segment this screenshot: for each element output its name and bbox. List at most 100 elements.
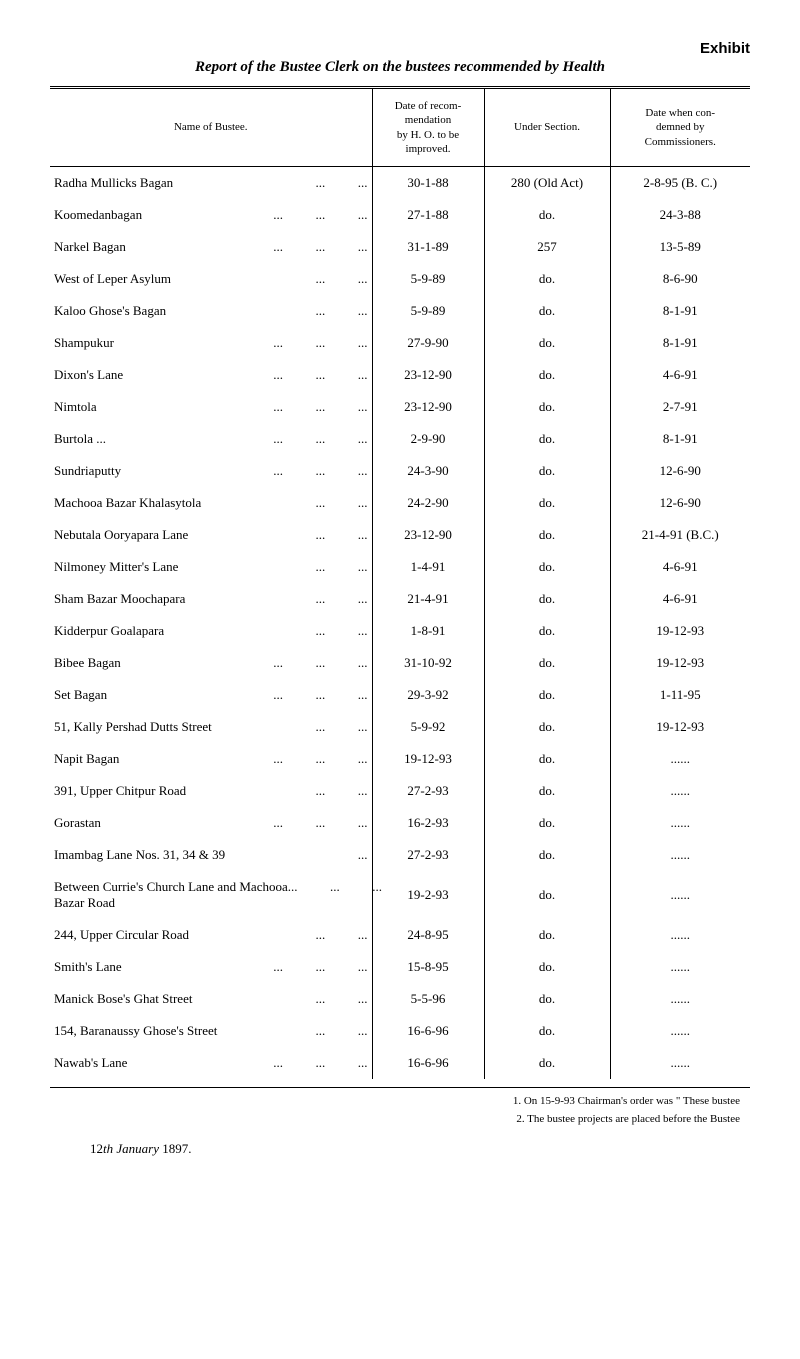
cell-commissioners: 2-8-95 (B. C.) — [610, 167, 750, 200]
table-row: Manick Bose's Ghat Street... ...5-5-96do… — [50, 983, 750, 1015]
cell-section: do. — [484, 919, 610, 951]
bustee-name: Napit Bagan — [54, 751, 119, 767]
header-row: Name of Bustee. Date of recom- mendation… — [50, 88, 750, 167]
leader-dots: ... ... ... — [273, 431, 367, 447]
leader-dots: ... ... ... — [273, 399, 367, 415]
leader-dots: ... ... — [316, 495, 368, 511]
bustee-name: 391, Upper Chitpur Road — [54, 783, 186, 799]
bustee-name: West of Leper Asylum — [54, 271, 171, 287]
table-row: Napit Bagan... ... ...19-12-93do....... — [50, 743, 750, 775]
bustee-name: Nimtola — [54, 399, 97, 415]
footnotes: 1. On 15-9-93 Chairman's order was " The… — [50, 1094, 750, 1127]
leader-dots: ... ... ... — [273, 463, 367, 479]
cell-section: do. — [484, 327, 610, 359]
exhibit-label: Exhibit — [50, 40, 750, 57]
leader-dots: ... ... — [316, 991, 368, 1007]
table-row: Sham Bazar Moochapara... ...21-4-91do.4-… — [50, 583, 750, 615]
header-name: Name of Bustee. — [50, 88, 372, 167]
cell-name: Narkel Bagan... ... ... — [50, 231, 372, 263]
cell-date: 5-9-92 — [372, 711, 484, 743]
cell-commissioners: ...... — [610, 951, 750, 983]
header-commissioners: Date when con- demned by Commissioners. — [610, 88, 750, 167]
cell-name: Machooa Bazar Khalasytola... ... — [50, 487, 372, 519]
bustee-name: 154, Baranaussy Ghose's Street — [54, 1023, 217, 1039]
leader-dots: ... ... ... — [273, 815, 367, 831]
leader-dots: ... ... — [316, 623, 368, 639]
cell-date: 31-1-89 — [372, 231, 484, 263]
bustee-name: Nilmoney Mitter's Lane — [54, 559, 178, 575]
cell-commissioners: 13-5-89 — [610, 231, 750, 263]
cell-section: do. — [484, 423, 610, 455]
cell-name: 244, Upper Circular Road... ... — [50, 919, 372, 951]
cell-name: Sundriaputty ... ... ... — [50, 455, 372, 487]
cell-commissioners: 8-1-91 — [610, 295, 750, 327]
leader-dots: ... ... — [316, 559, 368, 575]
cell-name: Nawab's Lane... ... ... — [50, 1047, 372, 1079]
table-row: Kidderpur Goalapara... ...1-8-91do.19-12… — [50, 615, 750, 647]
cell-commissioners: 8-1-91 — [610, 423, 750, 455]
cell-commissioners: ...... — [610, 919, 750, 951]
cell-date: 27-2-93 — [372, 839, 484, 871]
table-row: Koomedanbagan... ... ...27-1-88do.24-3-8… — [50, 199, 750, 231]
bustee-name: Sundriaputty — [54, 463, 121, 479]
cell-section: do. — [484, 391, 610, 423]
header-date: Date of recom- mendation by H. O. to be … — [372, 88, 484, 167]
table-row: 244, Upper Circular Road... ...24-8-95do… — [50, 919, 750, 951]
cell-date: 5-9-89 — [372, 263, 484, 295]
cell-date: 24-3-90 — [372, 455, 484, 487]
bustee-name: Kaloo Ghose's Bagan — [54, 303, 166, 319]
bustee-name: Dixon's Lane — [54, 367, 123, 383]
table-row: Radha Mullicks Bagan... ...30-1-88280 (O… — [50, 167, 750, 200]
cell-commissioners: ...... — [610, 983, 750, 1015]
leader-dots: ... ... ... — [273, 367, 367, 383]
table-row: 51, Kally Pershad Dutts Street... ...5-9… — [50, 711, 750, 743]
cell-name: 391, Upper Chitpur Road ... ... — [50, 775, 372, 807]
table-row: Between Currie's Church Lane and Machooa… — [50, 871, 750, 919]
cell-section: do. — [484, 359, 610, 391]
table-row: Narkel Bagan... ... ...31-1-8925713-5-89 — [50, 231, 750, 263]
bustee-name: Imambag Lane Nos. 31, 34 & 39 — [54, 847, 225, 863]
leader-dots: ... ... — [316, 783, 368, 799]
cell-name: Between Currie's Church Lane and Machooa… — [50, 871, 372, 919]
cell-date: 16-6-96 — [372, 1015, 484, 1047]
cell-date: 21-4-91 — [372, 583, 484, 615]
cell-date: 23-12-90 — [372, 359, 484, 391]
table-row: Nimtola... ... ...23-12-90do.2-7-91 — [50, 391, 750, 423]
cell-section: do. — [484, 583, 610, 615]
cell-commissioners: 8-1-91 — [610, 327, 750, 359]
cell-section: 280 (Old Act) — [484, 167, 610, 200]
cell-date: 1-8-91 — [372, 615, 484, 647]
leader-dots: ... ... ... — [273, 335, 367, 351]
bustee-name: 244, Upper Circular Road — [54, 927, 189, 943]
cell-commissioners: 1-11-95 — [610, 679, 750, 711]
bustee-name: Set Bagan — [54, 687, 107, 703]
cell-date: 27-2-93 — [372, 775, 484, 807]
leader-dots: ... ... ... — [273, 207, 367, 223]
bottom-rule — [50, 1087, 750, 1088]
cell-section: do. — [484, 487, 610, 519]
bustee-name: Manick Bose's Ghat Street — [54, 991, 192, 1007]
cell-date: 30-1-88 — [372, 167, 484, 200]
leader-dots: ... ... ... — [273, 239, 367, 255]
table-row: Kaloo Ghose's Bagan... ...5-9-89do.8-1-9… — [50, 295, 750, 327]
cell-name: 51, Kally Pershad Dutts Street... ... — [50, 711, 372, 743]
table-row: 154, Baranaussy Ghose's Street... ...16-… — [50, 1015, 750, 1047]
cell-name: Burtola ...... ... ... — [50, 423, 372, 455]
cell-name: Napit Bagan ... ... ... — [50, 743, 372, 775]
cell-section: do. — [484, 807, 610, 839]
bustee-name: Nawab's Lane — [54, 1055, 127, 1071]
bustee-name: Radha Mullicks Bagan — [54, 175, 173, 191]
cell-section: do. — [484, 775, 610, 807]
cell-commissioners: 4-6-91 — [610, 583, 750, 615]
cell-commissioners: ...... — [610, 1047, 750, 1079]
leader-dots: ... ... ... — [273, 751, 367, 767]
cell-date: 16-6-96 — [372, 1047, 484, 1079]
cell-section: do. — [484, 1015, 610, 1047]
cell-name: Sham Bazar Moochapara... ... — [50, 583, 372, 615]
table-row: Sundriaputty... ... ...24-3-90do.12-6-90 — [50, 455, 750, 487]
cell-name: Nebutala Ooryapara Lane... ... — [50, 519, 372, 551]
bustee-name: Nebutala Ooryapara Lane — [54, 527, 188, 543]
cell-section: 257 — [484, 231, 610, 263]
bustee-name: Kidderpur Goalapara — [54, 623, 164, 639]
table-row: West of Leper Asylum... ...5-9-89do.8-6-… — [50, 263, 750, 295]
